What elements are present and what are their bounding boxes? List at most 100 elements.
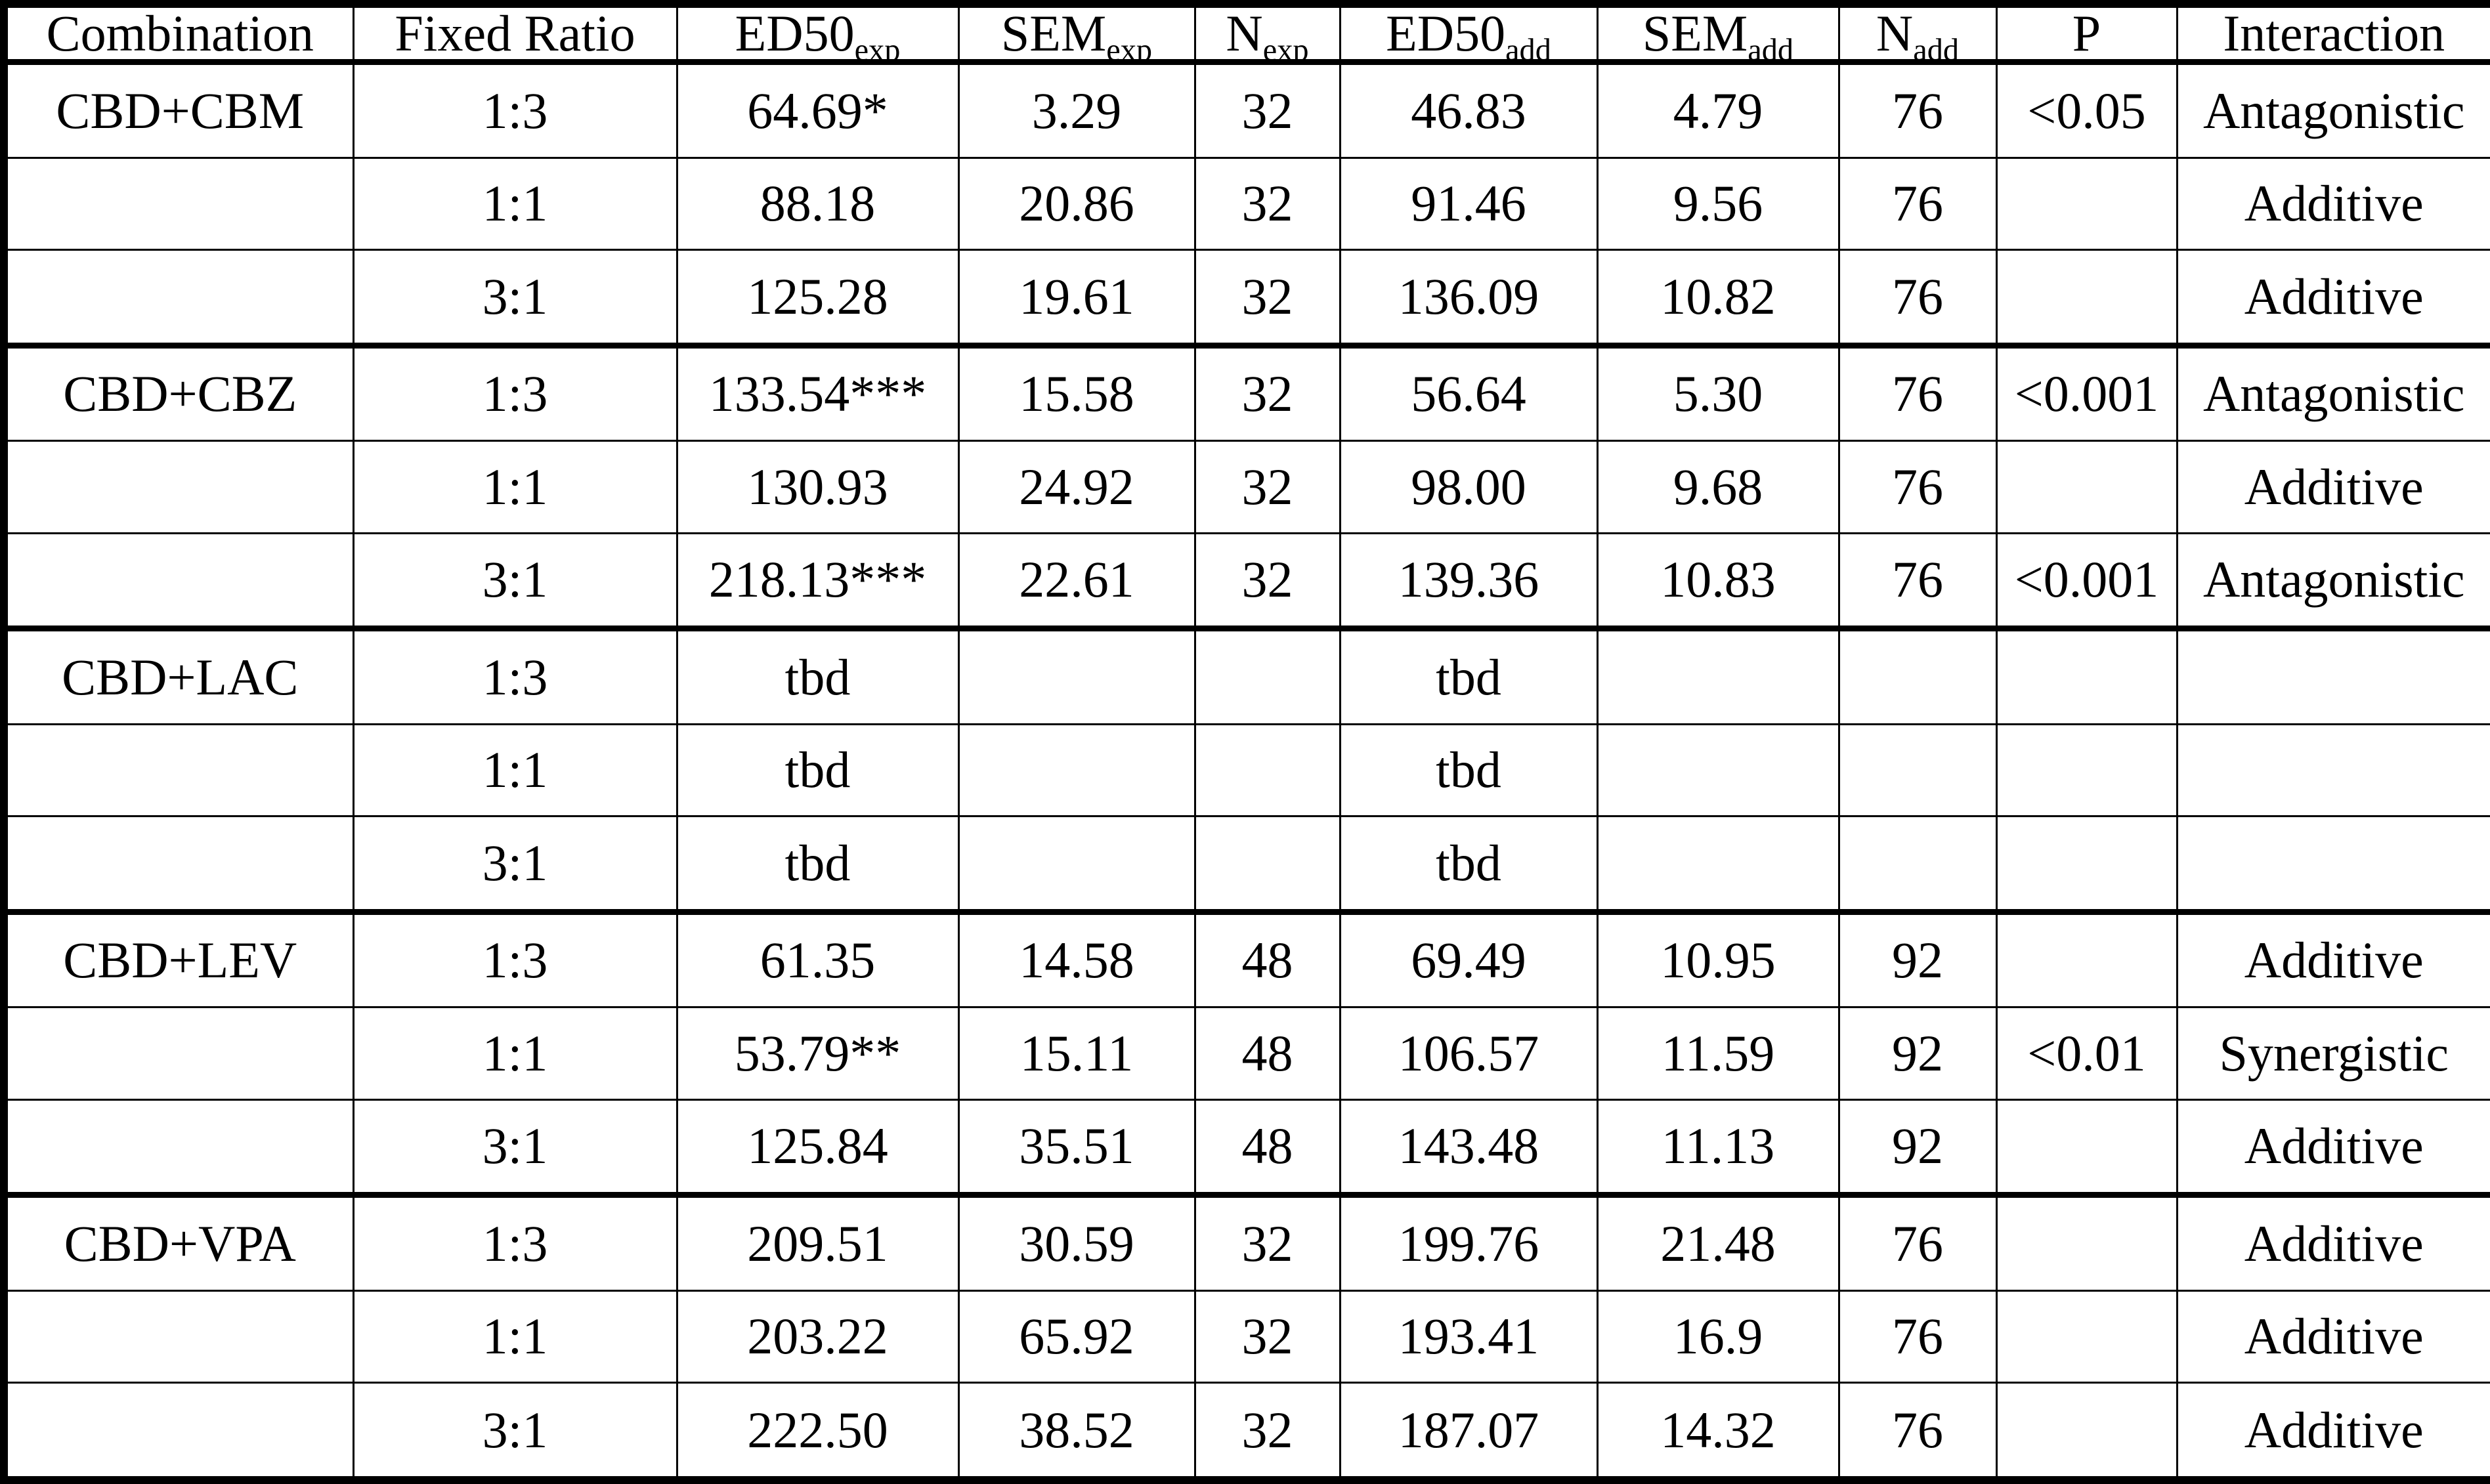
column-header-label: Interaction bbox=[2223, 5, 2445, 62]
cell-ed50_exp: tbd bbox=[676, 625, 960, 725]
cell-interaction: Antagonistic bbox=[2176, 59, 2490, 159]
cell-ed50_add: 199.76 bbox=[1339, 1192, 1599, 1292]
cell-interaction: Additive bbox=[2176, 908, 2490, 1009]
cell-ed50_exp: tbd bbox=[676, 815, 960, 913]
column-header-ed50_add: ED50add bbox=[1339, 3, 1599, 65]
column-header-interaction: Interaction bbox=[2176, 3, 2490, 65]
cell-p bbox=[1995, 248, 2178, 347]
cell-ed50_add: 56.64 bbox=[1339, 342, 1599, 442]
table-row: 3:1 tbd tbd bbox=[3, 815, 2490, 913]
cell-ed50_exp: 88.18 bbox=[676, 156, 960, 251]
table-body: CBD+CBM 1:3 64.69* 3.29 32 46.83 4.79 76 <0.05 An… bbox=[3, 59, 2490, 1481]
cell-fixed_ratio: 3:1 bbox=[352, 1098, 678, 1197]
cell-combination bbox=[3, 1098, 354, 1197]
column-header-subscript: exp bbox=[1262, 32, 1309, 62]
cell-ed50_add: tbd bbox=[1339, 625, 1599, 725]
cell-p bbox=[1995, 815, 2178, 913]
cell-n_exp: 32 bbox=[1193, 342, 1341, 442]
cell-ed50_add: 91.46 bbox=[1339, 156, 1599, 251]
cell-ed50_add: 106.57 bbox=[1339, 1006, 1599, 1101]
table-row: 1:1 tbd tbd bbox=[3, 723, 2490, 818]
cell-n_exp: 32 bbox=[1193, 156, 1341, 251]
cell-fixed_ratio: 1:3 bbox=[352, 59, 678, 159]
cell-n_exp bbox=[1193, 723, 1341, 818]
table-row: CBD+LEV 1:3 61.35 14.58 48 69.49 10.95 92 Additi… bbox=[3, 908, 2490, 1009]
column-header-combination: Combination bbox=[3, 3, 354, 65]
cell-n_add: 76 bbox=[1837, 440, 1998, 534]
cell-interaction bbox=[2176, 625, 2490, 725]
cell-ed50_exp: tbd bbox=[676, 723, 960, 818]
cell-sem_add: 21.48 bbox=[1596, 1192, 1840, 1292]
cell-p bbox=[1995, 625, 2178, 725]
column-header-sem_add: SEMadd bbox=[1596, 3, 1840, 65]
cell-sem_exp bbox=[957, 815, 1196, 913]
cell-interaction: Antagonistic bbox=[2176, 532, 2490, 630]
cell-ed50_exp: 203.22 bbox=[676, 1289, 960, 1384]
cell-sem_add: 10.95 bbox=[1596, 908, 1840, 1009]
cell-combination: CBD+CBZ bbox=[3, 342, 354, 442]
table-header: Combination Fixed Ratio ED50exp SEMexp Nexp E… bbox=[3, 3, 2490, 65]
cell-p bbox=[1995, 1098, 2178, 1197]
cell-ed50_add: tbd bbox=[1339, 723, 1599, 818]
table-row: 3:1 125.84 35.51 48 143.48 11.13 92 Additive bbox=[3, 1098, 2490, 1197]
cell-n_exp: 32 bbox=[1193, 1382, 1341, 1481]
cell-sem_add: 14.32 bbox=[1596, 1382, 1840, 1481]
cell-fixed_ratio: 1:1 bbox=[352, 723, 678, 818]
cell-n_add: 76 bbox=[1837, 1382, 1998, 1481]
column-header-subscript: exp bbox=[1106, 32, 1153, 62]
cell-sem_exp bbox=[957, 625, 1196, 725]
column-header-sem_exp: SEMexp bbox=[957, 3, 1196, 65]
cell-p: <0.01 bbox=[1995, 1006, 2178, 1101]
cell-ed50_exp: 130.93 bbox=[676, 440, 960, 534]
cell-combination bbox=[3, 815, 354, 913]
cell-interaction: Additive bbox=[2176, 1192, 2490, 1292]
cell-sem_exp: 19.61 bbox=[957, 248, 1196, 347]
cell-n_add: 92 bbox=[1837, 1006, 1998, 1101]
cell-ed50_add: 193.41 bbox=[1339, 1289, 1599, 1384]
cell-sem_exp: 30.59 bbox=[957, 1192, 1196, 1292]
column-header-fixed_ratio: Fixed Ratio bbox=[352, 3, 678, 65]
cell-ed50_exp: 133.54*** bbox=[676, 342, 960, 442]
cell-n_exp: 32 bbox=[1193, 1192, 1341, 1292]
cell-ed50_add: 69.49 bbox=[1339, 908, 1599, 1009]
cell-fixed_ratio: 1:1 bbox=[352, 156, 678, 251]
cell-interaction: Additive bbox=[2176, 248, 2490, 347]
cell-ed50_exp: 209.51 bbox=[676, 1192, 960, 1292]
cell-interaction bbox=[2176, 815, 2490, 913]
cell-sem_exp: 15.58 bbox=[957, 342, 1196, 442]
table-row: 3:1 125.28 19.61 32 136.09 10.82 76 Additive bbox=[3, 248, 2490, 347]
cell-sem_exp: 20.86 bbox=[957, 156, 1196, 251]
cell-interaction: Antagonistic bbox=[2176, 342, 2490, 442]
cell-n_exp bbox=[1193, 815, 1341, 913]
table-row: CBD+LAC 1:3 tbd tbd bbox=[3, 625, 2490, 725]
cell-ed50_exp: 218.13*** bbox=[676, 532, 960, 630]
cell-interaction: Synergistic bbox=[2176, 1006, 2490, 1101]
cell-ed50_add: 98.00 bbox=[1339, 440, 1599, 534]
column-header-label: SEM bbox=[1000, 5, 1107, 62]
cell-ed50_exp: 222.50 bbox=[676, 1382, 960, 1481]
column-header-label: P bbox=[2072, 5, 2101, 62]
cell-interaction bbox=[2176, 723, 2490, 818]
cell-n_add: 76 bbox=[1837, 248, 1998, 347]
cell-ed50_exp: 125.28 bbox=[676, 248, 960, 347]
cell-interaction: Additive bbox=[2176, 1098, 2490, 1197]
table-row: CBD+VPA 1:3 209.51 30.59 32 199.76 21.48 76 Addi… bbox=[3, 1192, 2490, 1292]
cell-ed50_add: tbd bbox=[1339, 815, 1599, 913]
cell-n_add bbox=[1837, 723, 1998, 818]
cell-sem_add: 11.13 bbox=[1596, 1098, 1840, 1197]
cell-ed50_add: 139.36 bbox=[1339, 532, 1599, 630]
cell-p: <0.05 bbox=[1995, 59, 2178, 159]
column-header-subscript: exp bbox=[854, 32, 901, 62]
table-row: CBD+CBZ 1:3 133.54*** 15.58 32 56.64 5.30 76 <0.… bbox=[3, 342, 2490, 442]
cell-p: <0.001 bbox=[1995, 342, 2178, 442]
header-row: Combination Fixed Ratio ED50exp SEMexp Nexp E… bbox=[3, 3, 2490, 65]
cell-p bbox=[1995, 156, 2178, 251]
cell-n_add: 76 bbox=[1837, 1289, 1998, 1384]
cell-ed50_add: 46.83 bbox=[1339, 59, 1599, 159]
cell-fixed_ratio: 1:3 bbox=[352, 1192, 678, 1292]
cell-fixed_ratio: 1:3 bbox=[352, 342, 678, 442]
cell-combination bbox=[3, 1382, 354, 1481]
column-header-p: P bbox=[1995, 3, 2178, 65]
cell-n_exp: 32 bbox=[1193, 248, 1341, 347]
